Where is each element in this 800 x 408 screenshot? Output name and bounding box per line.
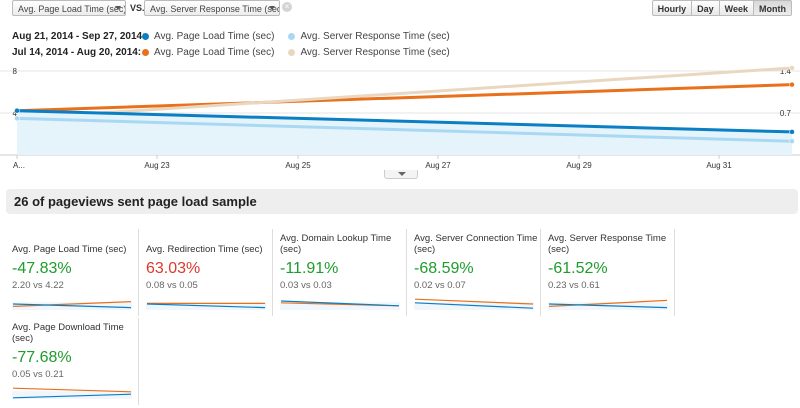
secondary-metric-select[interactable]: Avg. Server Response Time (sec)	[144, 0, 280, 16]
data-point	[789, 138, 795, 144]
tile-compare: 0.08 vs 0.05	[146, 280, 198, 291]
sparkline-previous	[12, 301, 132, 307]
tile-title: Avg. Domain Lookup Time (sec)	[280, 233, 392, 255]
x-tick-label: Aug 25	[285, 161, 311, 170]
legend-item[interactable]: Avg. Page Load Time (sec)	[142, 47, 274, 58]
legend-item[interactable]: Avg. Page Load Time (sec)	[142, 31, 274, 42]
legend-range: Aug 21, 2014 - Sep 27, 2014:	[12, 30, 146, 42]
tile-change: 63.03%	[146, 260, 201, 277]
data-point	[14, 115, 20, 122]
legend-current-period: Aug 21, 2014 - Sep 27, 2014: Avg. Page L…	[12, 29, 464, 43]
tile-compare: 0.23 vs 0.61	[548, 280, 600, 291]
chevron-down-icon	[269, 6, 275, 10]
tile-title: Avg. Page Download Time (sec)	[12, 322, 124, 344]
sparkline	[12, 387, 132, 399]
chevron-down-icon	[398, 172, 406, 176]
x-tick-label: A...	[13, 161, 25, 170]
interval-week-button[interactable]: Week	[719, 0, 754, 16]
metric-tile-page-load[interactable]: Avg. Page Load Time (sec) -47.83% 2.20 v…	[6, 229, 139, 316]
tile-compare: 2.20 vs 4.22	[12, 280, 64, 291]
legend-label: Avg. Page Load Time (sec)	[154, 30, 275, 42]
legend-item[interactable]: Avg. Server Response Time (sec)	[288, 30, 450, 42]
tile-change: -68.59%	[414, 260, 474, 277]
sparkline-area	[280, 302, 400, 310]
sparkline-current	[280, 300, 400, 307]
x-tick-label: Aug 29	[566, 161, 592, 170]
series-avg-page-load-time-sec-0	[15, 83, 794, 113]
left-axis-label: 8	[13, 67, 18, 76]
tile-change: -47.83%	[12, 260, 72, 277]
sparkline-previous	[414, 298, 534, 305]
right-axis-label: 0.7	[780, 109, 792, 118]
interval-toggle: Hourly Day Week Month	[651, 0, 792, 16]
sparkline-previous	[548, 299, 668, 307]
sparkline-current	[146, 303, 266, 309]
interval-hourly-button[interactable]: Hourly	[651, 0, 693, 16]
sparkline-area	[12, 391, 132, 399]
primary-metric-select[interactable]: Avg. Page Load Time (sec)	[12, 0, 126, 16]
left-axis-label: 4	[13, 109, 18, 118]
tile-title: Avg. Page Load Time (sec)	[12, 244, 127, 255]
data-point	[789, 81, 795, 88]
metric-tile-server-response[interactable]: Avg. Server Response Time (sec) -61.52% …	[542, 229, 675, 316]
legend-label: Avg. Page Load Time (sec)	[154, 46, 275, 58]
sparkline-current	[548, 303, 668, 309]
data-point	[14, 107, 20, 114]
legend-label: Avg. Server Response Time (sec)	[300, 46, 450, 58]
legend-dot-icon	[288, 48, 296, 56]
tile-change: -77.68%	[12, 349, 72, 366]
tile-change: -61.52%	[548, 260, 608, 277]
interval-day-button[interactable]: Day	[692, 0, 720, 16]
legend-dot-icon	[142, 48, 149, 56]
x-tick-label: Aug 27	[425, 161, 451, 170]
metric-tile-redirection[interactable]: Avg. Redirection Time (sec) 63.03% 0.08 …	[140, 229, 273, 316]
line-chart[interactable]: 8 4 1.4 0.7 A... Aug 23 Aug 25 Aug 27 Aug 29 Aug …	[0, 60, 800, 172]
tile-compare: 0.02 vs 0.07	[414, 280, 466, 291]
data-point	[789, 65, 795, 71]
chevron-down-icon	[115, 6, 121, 10]
legend-item[interactable]: Avg. Server Response Time (sec)	[288, 46, 450, 58]
chart-expand-handle[interactable]	[384, 170, 418, 179]
sparkline-current	[12, 303, 132, 309]
sparkline	[146, 302, 266, 310]
right-axis-label: 1.4	[780, 67, 792, 76]
tile-change: -11.91%	[280, 260, 339, 277]
tile-compare: 0.05 vs 0.21	[12, 369, 64, 380]
metric-tile-domain-lookup[interactable]: Avg. Domain Lookup Time (sec) -11.91% 0.…	[274, 229, 407, 316]
sparkline	[548, 299, 668, 310]
tile-title: Avg. Server Connection Time (sec)	[414, 233, 538, 255]
series-avg-server-response-time-sec-1	[15, 66, 794, 120]
legend-dot-icon	[142, 32, 149, 40]
sparkline-current	[414, 302, 534, 309]
tile-title: Avg. Server Response Time (sec)	[548, 233, 667, 255]
metric-tile-server-connection[interactable]: Avg. Server Connection Time (sec) -68.59…	[408, 229, 541, 316]
legend-range: Jul 14, 2014 - Aug 20, 2014:	[12, 46, 142, 58]
sparkline	[414, 298, 534, 310]
primary-metric-label: Avg. Page Load Time (sec)	[18, 4, 126, 14]
sparkline	[280, 300, 400, 310]
tile-title: Avg. Redirection Time (sec)	[146, 244, 263, 255]
series-area	[17, 110, 792, 155]
sparkline-current	[12, 393, 132, 399]
interval-month-button[interactable]: Month	[754, 0, 792, 16]
section-title: 26 of pageviews sent page load sample	[6, 189, 798, 214]
x-tick-label: Aug 31	[706, 161, 732, 170]
sparkline	[12, 301, 132, 310]
metric-tile-page-download[interactable]: Avg. Page Download Time (sec) -77.68% 0.…	[6, 318, 139, 405]
clear-icon[interactable]: ×	[282, 2, 292, 12]
tile-compare: 0.03 vs 0.03	[280, 280, 332, 291]
x-tick-label: Aug 23	[144, 161, 170, 170]
data-point	[789, 129, 795, 135]
sparkline-previous	[12, 387, 132, 393]
series-avg-page-load-time-sec-2	[15, 109, 794, 134]
legend-label: Avg. Server Response Time (sec)	[300, 30, 450, 42]
legend-dot-icon	[288, 32, 296, 40]
vs-label: VS.	[130, 3, 145, 13]
series-avg-server-response-time-sec-3	[15, 116, 794, 143]
legend-previous-period: Jul 14, 2014 - Aug 20, 2014: Avg. Page L…	[12, 45, 464, 59]
secondary-metric-label: Avg. Server Response Time (sec)	[150, 4, 280, 14]
